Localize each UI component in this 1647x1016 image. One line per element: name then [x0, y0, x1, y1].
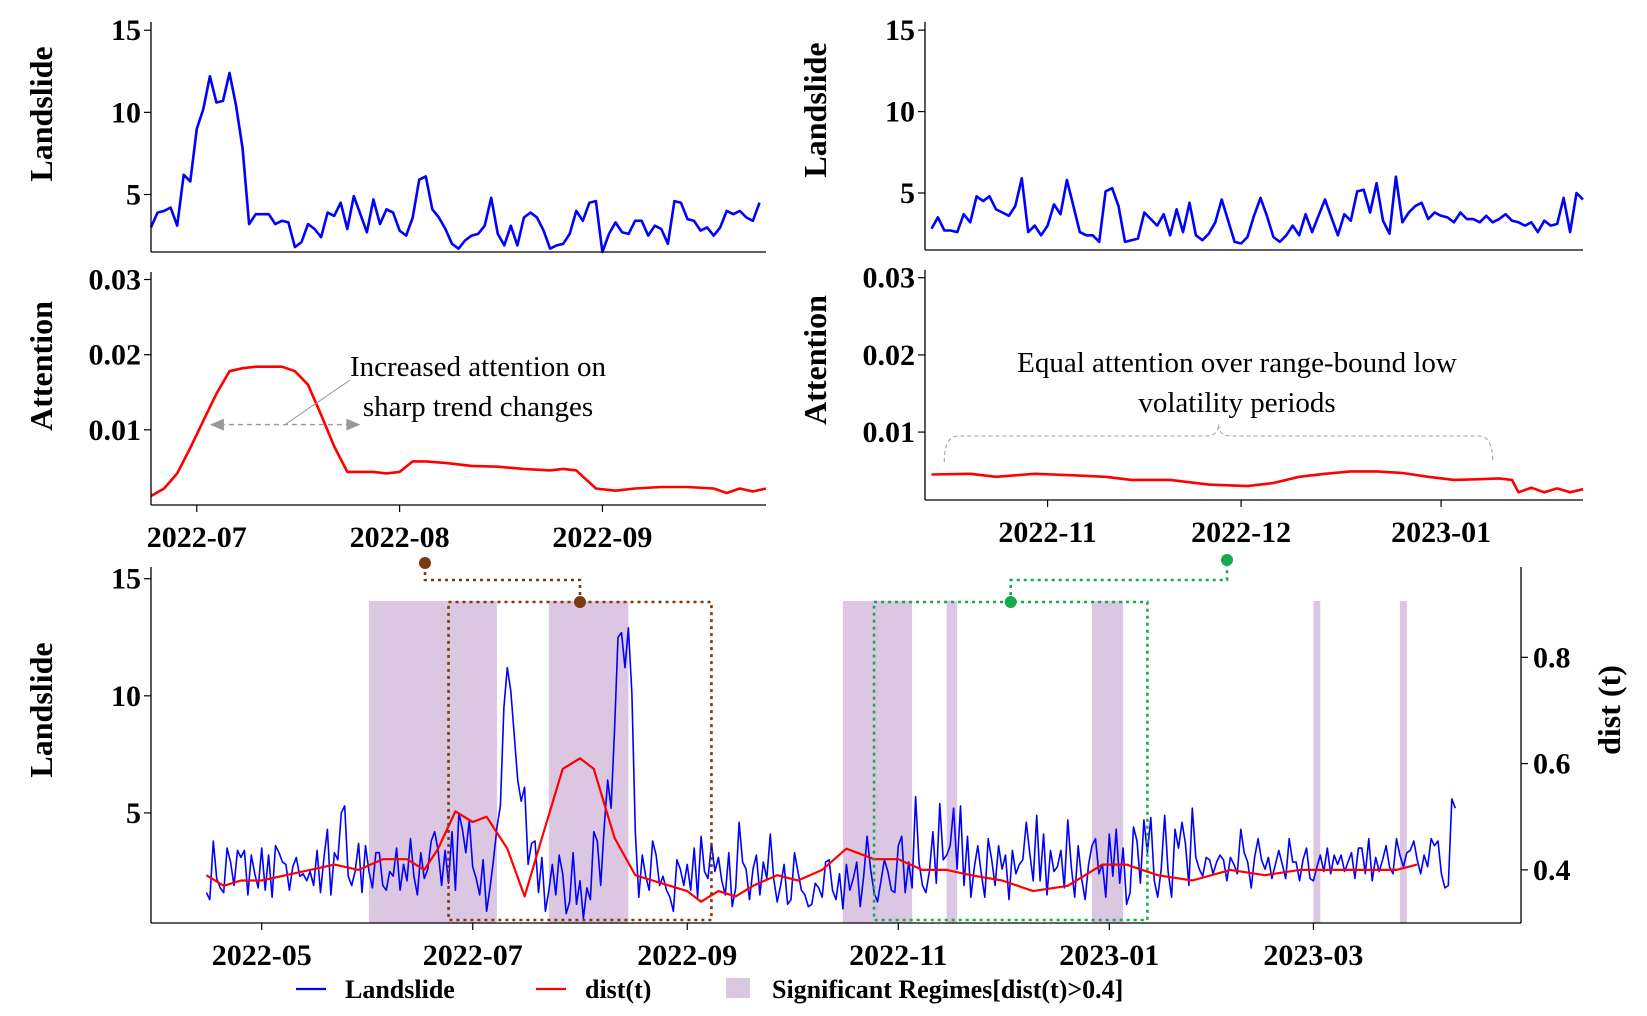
highlight-window-top-left: [447, 600, 713, 922]
highlight-window-top-right: [872, 600, 1149, 922]
x-tick-label: 2023-01: [1059, 939, 1159, 972]
x-tick-label: 2022-07: [423, 939, 523, 972]
dist-line: [205, 757, 1418, 903]
x-tick-label: 2022-11: [849, 939, 947, 972]
y2-tick-label: 0.6: [1533, 748, 1571, 781]
y-tick-label: 5: [900, 177, 915, 210]
connector-dot: [573, 596, 586, 608]
connector-dot: [1004, 596, 1017, 608]
panel-top-left-attention: 0.01 0.02 0.03 2022-07 2022-08 2022-09 Attenti…: [23, 264, 767, 554]
y-tick-label: 10: [885, 96, 915, 129]
y-tick-label: 0.01: [863, 416, 916, 449]
y-axis-label: Attention: [797, 295, 833, 425]
x-tick-label: 2022-05: [212, 939, 312, 972]
annotation-text-line2: sharp trend changes: [363, 391, 593, 423]
y2-tick-label: 0.8: [1533, 641, 1571, 674]
panel-top-right-landslide: 5 10 15 Landslide: [797, 14, 1584, 251]
y-tick-label: 0.02: [89, 339, 142, 372]
annotation-brace: [943, 423, 1494, 462]
x-tick-label: 2023-01: [1391, 516, 1491, 549]
annotation-text-line2: volatility periods: [1138, 387, 1335, 419]
connector-dot: [1221, 554, 1233, 566]
y-axis-label: Landslide: [23, 46, 59, 181]
x-tick-label: 2022-08: [350, 521, 450, 554]
legend-label-dist: dist(t): [585, 975, 651, 1004]
y-tick-label: 15: [111, 14, 141, 47]
panel-top-right-attention: 0.01 0.02 0.03 2022-11 2022-12 2023-01 Attenti…: [797, 262, 1584, 549]
annotation-pointer: [284, 379, 351, 425]
attention-line: [150, 365, 767, 498]
legend-label-regime: Significant Regimes[dist(t)>0.4]: [772, 975, 1123, 1004]
x-tick-label: 2022-12: [1191, 516, 1291, 549]
panel-full-series: 5 10 15 0.4 0.6 0.8 2022-05 2022-07 2022-09 2022-…: [23, 554, 1627, 972]
y-tick-label: 10: [111, 96, 141, 129]
y-axis-label: Landslide: [797, 42, 833, 177]
x-tick-label: 2022-09: [637, 939, 737, 972]
connector-dot: [419, 557, 431, 569]
x-tick-label: 2022-07: [147, 521, 247, 554]
y-tick-label: 0.01: [89, 414, 142, 447]
x-tick-label: 2022-09: [552, 521, 652, 554]
panel-top-left-landslide: 5 10 15 Landslide: [23, 14, 766, 254]
y-axis-label: Landslide: [23, 642, 59, 777]
y-tick-label: 0.02: [863, 339, 916, 372]
legend-label-landslide: Landslide: [345, 975, 455, 1004]
attention-line: [931, 470, 1584, 494]
regime-span: [548, 601, 629, 923]
annotation-arrow-left: [209, 418, 224, 431]
connector-top-right: [1009, 560, 1229, 602]
y-tick-label: 15: [111, 563, 141, 596]
annotation-arrow-right: [346, 418, 361, 431]
annotation-text-line1: Equal attention over range-bound low: [1017, 347, 1457, 379]
annotation-text-line1: Increased attention on: [350, 351, 607, 383]
y-tick-label: 0.03: [89, 264, 142, 297]
y-tick-label: 5: [126, 179, 141, 212]
y-tick-label: 5: [126, 797, 141, 830]
y2-axis-label: dist (t): [1591, 665, 1627, 755]
regime-span: [368, 601, 497, 923]
landslide-line: [149, 71, 761, 254]
y-tick-label: 15: [885, 14, 915, 47]
connector-top-left: [423, 563, 582, 602]
y-axis-label: Attention: [23, 301, 59, 431]
y2-tick-label: 0.4: [1533, 854, 1571, 887]
x-tick-label: 2022-11: [998, 516, 1096, 549]
x-tick-label: 2023-03: [1263, 939, 1363, 972]
legend: Landslide dist(t) Significant Regimes[dist…: [296, 975, 1123, 1004]
landslide-line: [205, 627, 1457, 920]
y-tick-label: 10: [111, 680, 141, 713]
regime-span: [1313, 601, 1321, 923]
legend-swatch-regime: [726, 978, 750, 998]
landslide-line: [930, 175, 1584, 245]
regime-span: [946, 601, 958, 923]
y-tick-label: 0.03: [863, 262, 916, 295]
regime-span: [1399, 601, 1407, 923]
